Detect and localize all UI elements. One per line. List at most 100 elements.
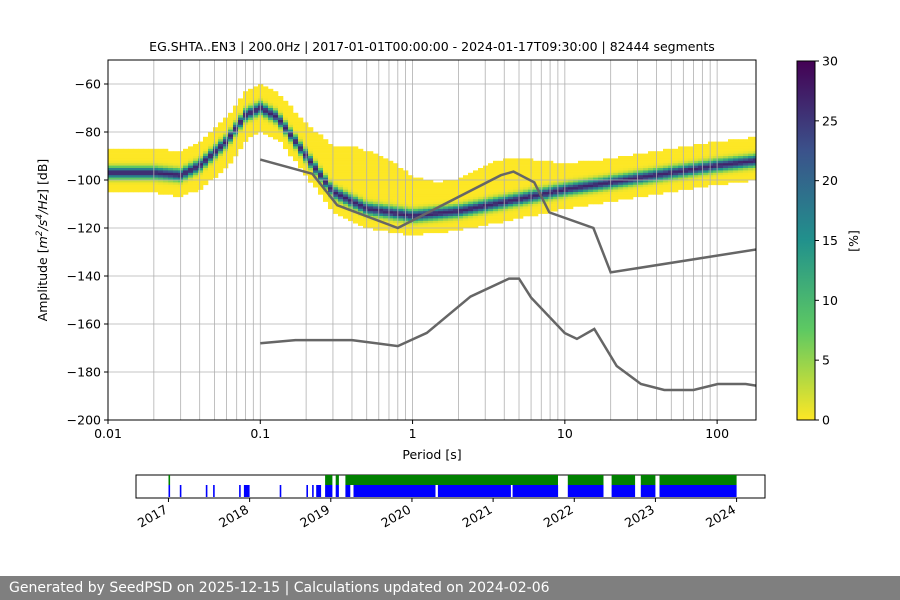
psd-cell (323, 194, 329, 198)
psd-cell (188, 180, 194, 183)
psd-cell (383, 187, 389, 190)
psd-cell (483, 218, 489, 222)
psd-cell (253, 117, 259, 121)
psd-cell (493, 199, 499, 202)
psd-cell (583, 182, 589, 186)
psd-cell (468, 196, 474, 200)
psd-cell (498, 160, 504, 164)
psd-cell (188, 146, 194, 150)
psd-cell (723, 182, 729, 186)
psd-cell (173, 172, 179, 176)
psd-cell (428, 228, 434, 231)
psd-cell (343, 208, 349, 212)
psd-cell (428, 189, 434, 193)
psd-cell (493, 192, 499, 195)
psd-cell (318, 146, 324, 150)
psd-cell (118, 165, 124, 169)
psd-cell (728, 139, 734, 142)
psd-cell (583, 163, 589, 166)
psd-cell (638, 158, 644, 162)
psd-cell (333, 211, 339, 214)
psd-cell (728, 153, 734, 157)
psd-cell (213, 172, 219, 176)
psd-cell (443, 216, 449, 219)
psd-cell (113, 180, 119, 183)
psd-cell (593, 163, 599, 166)
psd-cell (718, 160, 724, 164)
psd-cell (448, 196, 454, 200)
psd-cell (183, 163, 189, 166)
psd-cell (658, 172, 664, 176)
psd-cell (138, 175, 144, 178)
psd-cell (318, 180, 324, 183)
psd-cell (233, 112, 239, 116)
psd-cell (373, 201, 379, 205)
psd-cell (378, 199, 384, 202)
psd-cell (438, 189, 444, 193)
psd-cell (423, 228, 429, 231)
psd-cell (358, 223, 364, 226)
psd-cell (353, 201, 359, 205)
psd-cell (643, 192, 649, 195)
psd-cell (528, 182, 534, 186)
psd-cell (223, 153, 229, 157)
psd-cell (548, 192, 554, 195)
psd-cell (193, 180, 199, 183)
psd-cell (443, 230, 449, 234)
psd-cell (388, 177, 394, 181)
psd-cell (568, 196, 574, 200)
psd-cell (208, 156, 214, 159)
psd-cell (493, 211, 499, 214)
psd-cell (323, 151, 329, 154)
psd-cell (713, 158, 719, 162)
psd-cell (448, 223, 454, 226)
psd-cell (643, 170, 649, 174)
psd-cell (118, 153, 124, 157)
psd-cell (268, 132, 274, 135)
psd-cell (603, 170, 609, 174)
psd-cell (138, 168, 144, 171)
psd-cell (138, 165, 144, 169)
psd-cell (658, 187, 664, 190)
psd-cell (618, 194, 624, 198)
psd-cell (653, 175, 659, 178)
psd-cell (408, 201, 414, 205)
psd-cell (433, 228, 439, 231)
psd-cell (453, 228, 459, 231)
psd-cell (238, 120, 244, 123)
psd-cell (513, 216, 519, 219)
psd-cell (118, 182, 124, 186)
psd-cell (468, 213, 474, 217)
psd-cell (548, 168, 554, 171)
psd-cell (558, 184, 564, 188)
psd-cell (383, 172, 389, 176)
psd-cell (198, 182, 204, 186)
psd-cell (203, 182, 209, 186)
psd-cell (248, 124, 254, 128)
psd-cell (153, 187, 159, 190)
psd-cell (498, 201, 504, 205)
psd-cell (503, 192, 509, 195)
psd-cell (163, 165, 169, 169)
psd-cell (318, 165, 324, 169)
psd-cell (118, 189, 124, 193)
psd-cell (423, 225, 429, 229)
psd-cell (713, 160, 719, 164)
psd-cell (468, 177, 474, 181)
psd-cell (133, 172, 139, 176)
psd-cell (233, 117, 239, 121)
psd-cell (338, 156, 344, 159)
psd-cell (443, 180, 449, 183)
psd-cell (453, 223, 459, 226)
psd-cell (273, 100, 279, 104)
psd-cell (383, 168, 389, 171)
psd-cell (623, 194, 629, 198)
psd-cell (148, 148, 154, 152)
psd-cell (673, 177, 679, 181)
psd-cell (158, 168, 164, 171)
psd-cell (128, 189, 134, 193)
psd-cell (673, 168, 679, 171)
psd-cell (333, 187, 339, 190)
psd-cell (283, 136, 289, 140)
psd-cell (688, 182, 694, 186)
